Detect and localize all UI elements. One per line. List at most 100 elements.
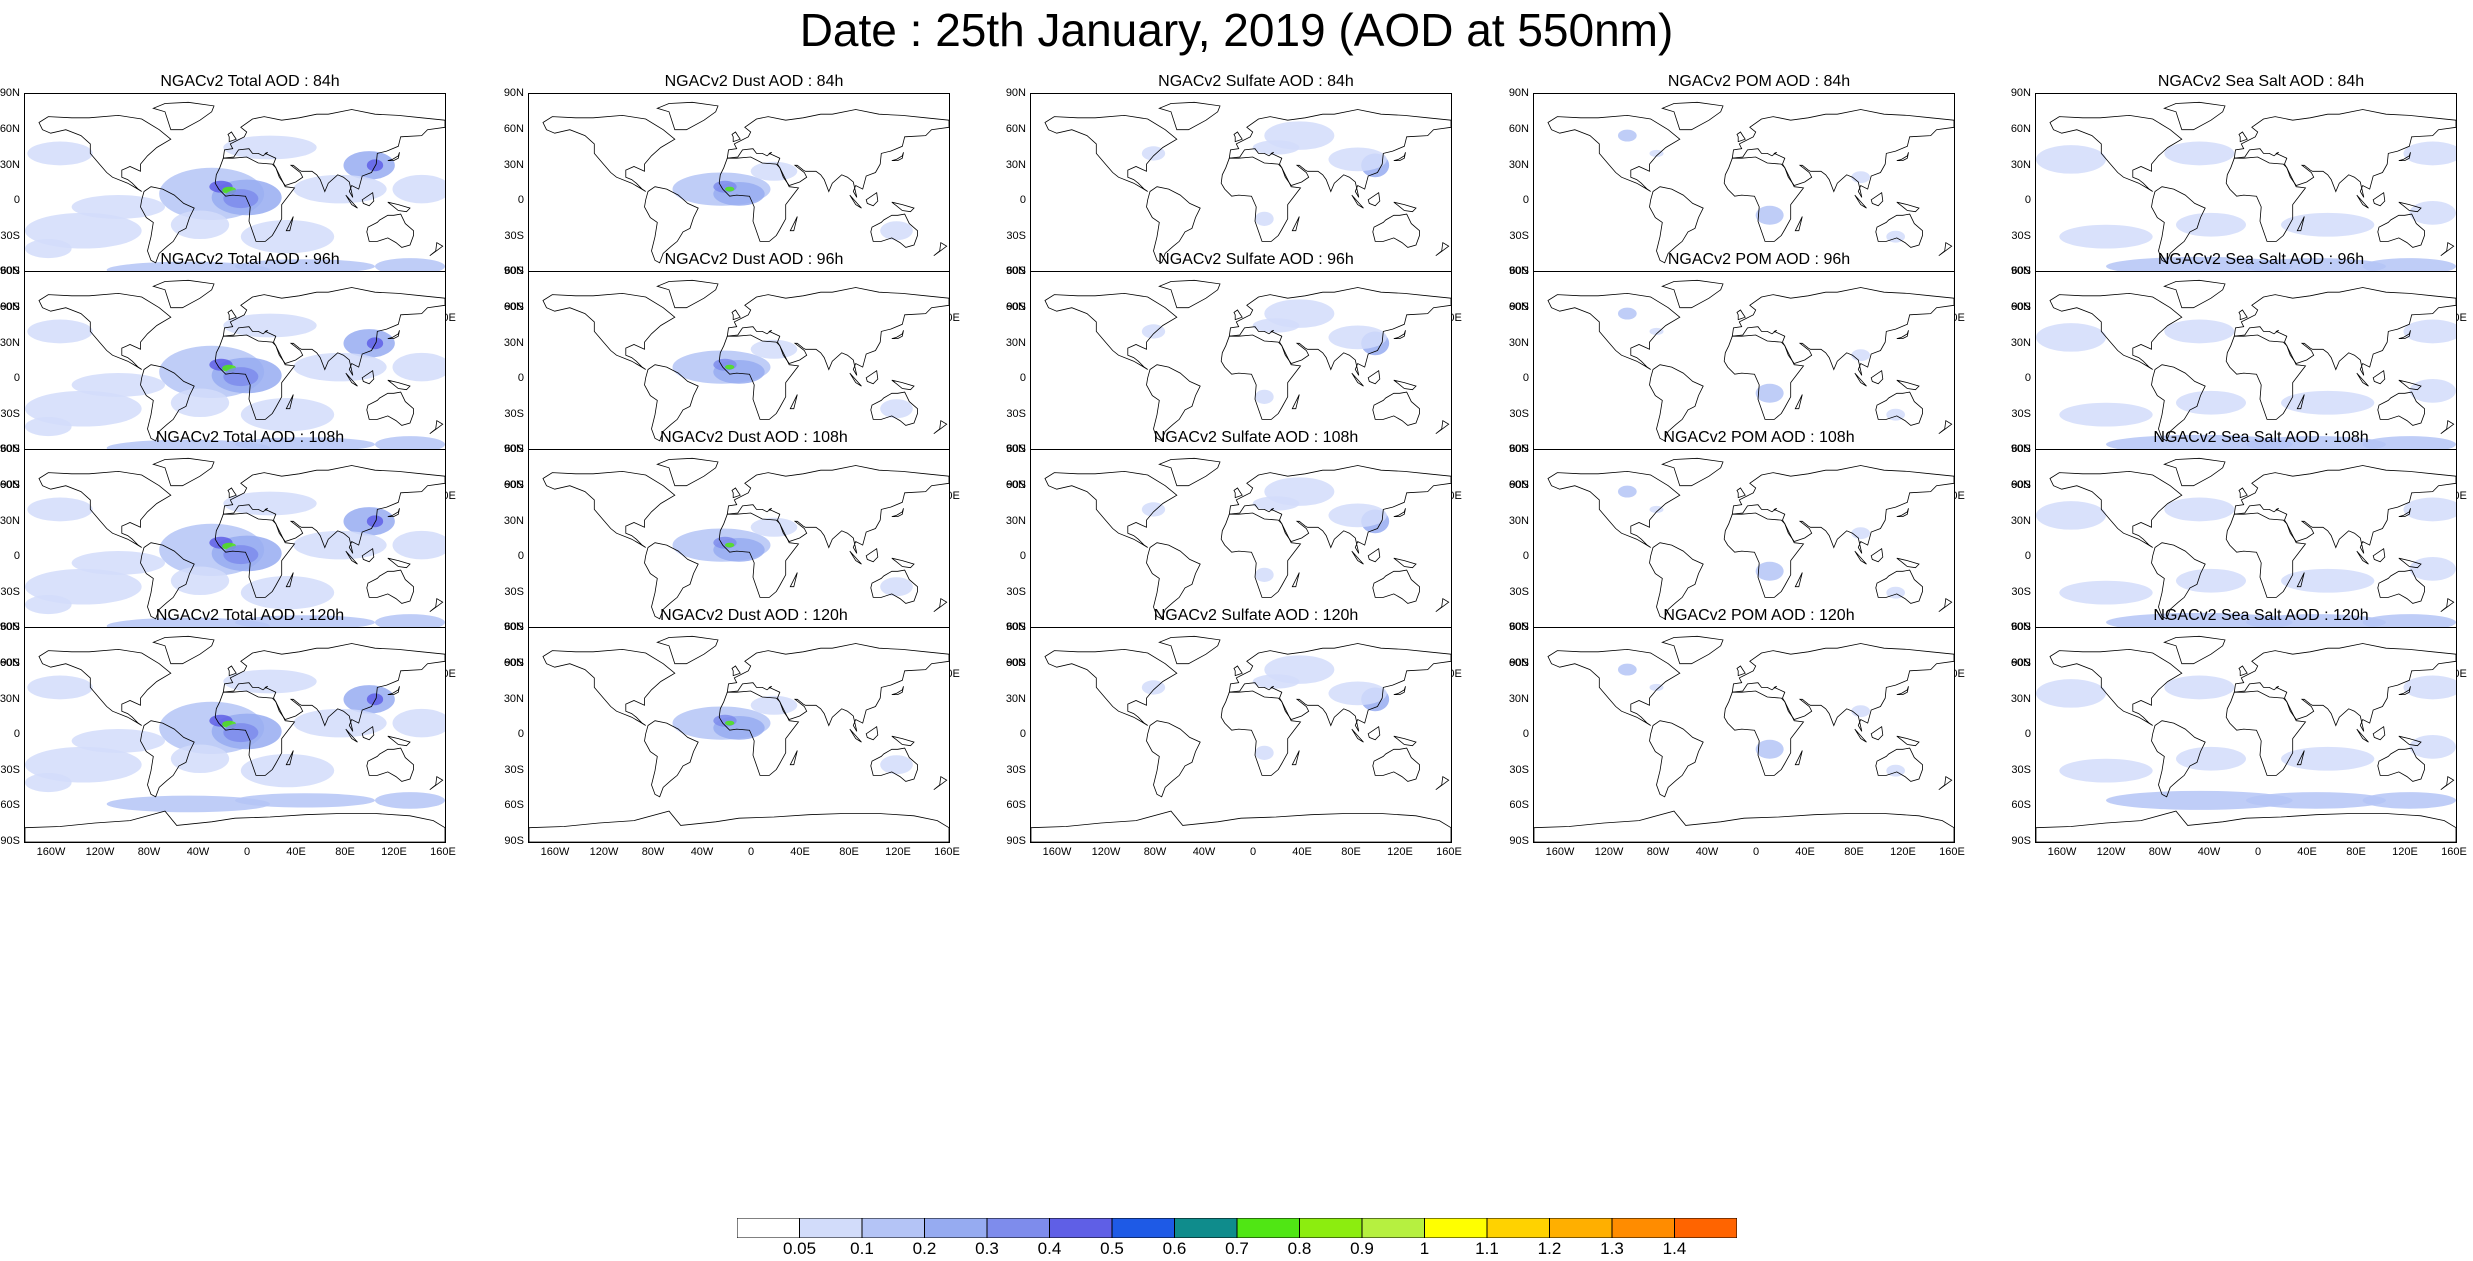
lat-tick-label: 30S	[1509, 586, 1529, 598]
coastline	[2356, 194, 2369, 209]
coastline	[2296, 572, 2305, 588]
coastline	[2049, 114, 2183, 192]
lat-tick-label: 90S	[1006, 657, 1026, 669]
aod-field	[366, 515, 384, 528]
lat-tick-label: 30N	[1005, 693, 1026, 705]
coastline	[2398, 201, 2422, 213]
coastline	[1875, 391, 1923, 426]
coastline	[1435, 597, 1450, 613]
page-title: Date : 25th January, 2019 (AOD at 550nm)	[799, 4, 1674, 56]
aod-field	[235, 437, 375, 452]
colorbar	[737, 1218, 1737, 1238]
aod-field	[2059, 758, 2153, 783]
lat-tick-label: 90N	[2010, 621, 2031, 633]
colorbar-tick-label: 0.2	[912, 1239, 937, 1258]
aod-field	[2409, 201, 2456, 225]
coastline	[2398, 735, 2422, 747]
lat-tick-label: 60N	[2010, 301, 2031, 313]
colorbar-box	[1549, 1218, 1613, 1238]
lat-tick-label: 60S	[1509, 265, 1529, 277]
coastline	[2238, 309, 2248, 321]
coastline	[865, 192, 879, 207]
lat-tick-label: 60N	[503, 479, 524, 491]
aod-field	[1755, 561, 1784, 581]
panel-title: NGACv2 Dust AOD : 120h	[660, 607, 848, 624]
coastline	[849, 372, 862, 387]
lat-tick-label: 90S	[504, 657, 524, 669]
coastline	[2356, 372, 2369, 387]
lat-tick-label: 90S	[1006, 479, 1026, 491]
coastline	[25, 810, 445, 842]
coastline	[1547, 470, 1681, 548]
lon-tick-label: 0	[1249, 846, 1257, 858]
coastline	[2398, 330, 2411, 339]
aod-map	[1534, 279, 1954, 486]
coastline	[1220, 512, 1302, 598]
lat-tick-label: 90N	[503, 87, 524, 99]
coastline	[1854, 372, 1867, 387]
aod-field	[880, 221, 913, 241]
lat-tick-label: 30S	[2011, 230, 2031, 242]
coastline	[1393, 201, 1417, 213]
aod-field	[223, 669, 317, 694]
coastline	[1794, 750, 1803, 766]
aod-field	[170, 744, 230, 774]
aod-field	[880, 755, 913, 775]
coastline	[214, 690, 296, 776]
lat-tick-label: 90S	[2011, 479, 2031, 491]
lon-tick-label: 0	[747, 846, 755, 858]
coastline	[1794, 216, 1803, 232]
lat-tick-label: 90S	[504, 835, 524, 847]
coastline	[789, 750, 798, 766]
coastline	[1233, 665, 1243, 677]
aod-field	[240, 576, 335, 610]
coastline	[1896, 735, 1920, 747]
map-frame	[24, 627, 446, 843]
aod-field	[392, 352, 445, 382]
coastline	[2163, 279, 2226, 309]
coastline	[1896, 152, 1909, 161]
panel-title: NGACv2 POM AOD : 96h	[1667, 251, 1851, 268]
lon-tick-label: 0	[2254, 846, 2262, 858]
lat-tick-label: 90N	[1005, 621, 1026, 633]
colorbar-tick-label: 0.5	[1100, 1239, 1124, 1258]
lat-tick-label: 90N	[2010, 265, 2031, 277]
lon-tick-label: 160E	[1436, 846, 1462, 858]
coastline	[38, 470, 172, 548]
lat-tick-label: 90N	[503, 265, 524, 277]
coastline	[1649, 720, 1704, 798]
lat-tick-label: 30N	[2010, 159, 2031, 171]
lat-tick-label: 90N	[503, 621, 524, 633]
colorbar-tick-label: 0.9	[1350, 1239, 1374, 1258]
aod-field	[375, 436, 445, 453]
aod-field	[1618, 485, 1637, 498]
lat-tick-label: 90N	[2010, 87, 2031, 99]
map-panel: NGACv2 Sulfate AOD : 120h 90N 60N 30N 0 30S 60…	[1005, 606, 1462, 858]
coastline	[2356, 550, 2369, 565]
colorbar-box	[1299, 1218, 1363, 1238]
lat-tick-label: 90N	[1508, 443, 1529, 455]
map-panel: NGACv2 POM AOD : 120h 90N 60N 30N 0 30S 60S 90S…	[1509, 606, 1965, 858]
lat-tick-label: 30S	[504, 586, 524, 598]
colorbar-box	[1424, 1218, 1488, 1238]
coastline	[1661, 279, 1724, 309]
aod-field	[1252, 140, 1300, 155]
coastline	[387, 379, 411, 391]
lat-tick-label: 0	[13, 194, 20, 206]
aod-field	[71, 551, 165, 575]
coastline	[2372, 726, 2386, 741]
lat-tick-label: 30N	[503, 337, 524, 349]
coastline	[285, 394, 294, 410]
coastline	[1228, 465, 1451, 554]
aod-field	[2246, 614, 2386, 631]
lat-tick-label: 0	[1019, 550, 1026, 562]
coastline	[1146, 364, 1201, 442]
colorbar-box	[1486, 1218, 1550, 1238]
lat-tick-label: 0	[517, 372, 524, 384]
coastline	[542, 292, 676, 370]
lon-tick-label: 120E	[381, 846, 407, 858]
lat-tick-label: 60N	[1005, 657, 1026, 669]
colorbar-tick-label: 1.3	[1600, 1239, 1624, 1258]
lat-tick-label: 30S	[2011, 586, 2031, 598]
colorbar-tick-label: 0.8	[1287, 1239, 1312, 1258]
